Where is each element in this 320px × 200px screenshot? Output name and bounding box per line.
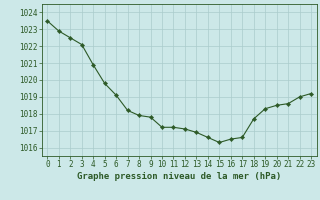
X-axis label: Graphe pression niveau de la mer (hPa): Graphe pression niveau de la mer (hPa): [77, 172, 281, 181]
